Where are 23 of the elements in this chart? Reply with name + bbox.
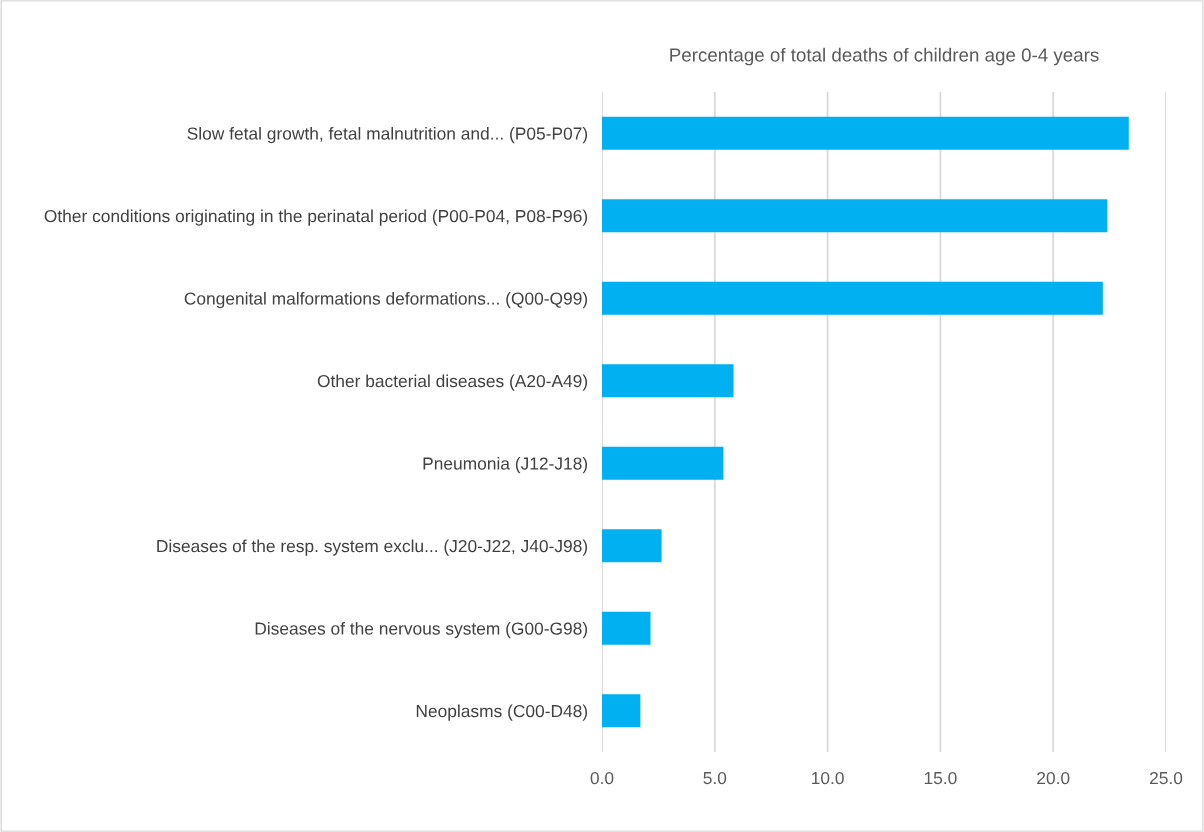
bar (602, 281, 1103, 315)
bar (602, 199, 1108, 233)
y-tick-label: Pneumonia (J12-J18) (423, 456, 588, 474)
x-tick-label: 5.0 (703, 771, 727, 785)
x-tick-label: 15.0 (924, 771, 957, 785)
y-tick-label: Neoplasms (C00-D48) (416, 704, 588, 721)
x-tick-label: 25.0 (1149, 771, 1183, 785)
bar (602, 611, 651, 645)
chart-title: Percentage of total deaths of children age 0-4 years (670, 47, 1099, 66)
x-tick-label: 10.0 (812, 771, 844, 785)
y-tick-label: Diseases of the nervous system (G00-G98) (255, 621, 588, 639)
y-tick-label: Diseases of the resp. system exclu... (J20-J22, J40-J98) (157, 539, 588, 556)
bar (602, 446, 724, 480)
bar (602, 694, 641, 728)
y-tick-label: Slow fetal growth, fetal malnutrition and... (P05-P07) (187, 126, 588, 144)
x-tick-label: 0.0 (590, 771, 614, 785)
y-tick-label: Other conditions originating in the perinatal period (P00-P04, P08-P96) (44, 209, 588, 226)
bar (602, 364, 734, 398)
bar (602, 529, 662, 563)
y-tick-label: Congenital malformations deformations... (Q00-Q99) (184, 291, 588, 309)
y-tick-label: Other bacterial diseases (A20-A49) (317, 374, 588, 391)
x-tick-label: 20.0 (1037, 771, 1070, 785)
bar (602, 116, 1129, 150)
